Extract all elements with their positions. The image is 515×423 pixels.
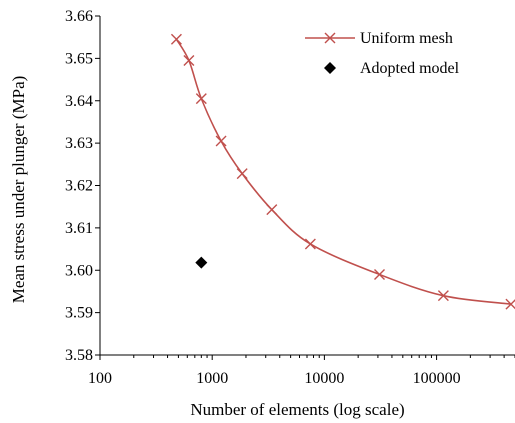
x-tick-label: 100000 <box>413 370 461 387</box>
data-point-adopted-model <box>195 256 208 269</box>
x-marker-stroke <box>304 238 316 250</box>
data-point-uniform-mesh <box>304 238 316 250</box>
series-layer <box>170 33 515 310</box>
x-marker-stroke <box>437 290 449 302</box>
x-marker-stroke <box>195 93 207 105</box>
data-point-uniform-mesh <box>437 290 449 302</box>
y-tick-label: 3.59 <box>65 305 93 322</box>
x-tick-label: 10000 <box>304 370 344 387</box>
y-tick-label: 3.65 <box>65 50 93 67</box>
x-marker-stroke <box>505 299 515 310</box>
y-tick-label: 3.60 <box>65 262 93 279</box>
legend-marker-adopted-model <box>324 62 336 74</box>
x-marker-stroke <box>324 32 336 44</box>
legend-label-adopted-model: Adopted model <box>360 60 460 77</box>
data-point-uniform-mesh <box>183 54 195 66</box>
ticks: 3.58 3.59 3.60 3.61 3.62 3.63 3.64 3.65 3.66 100 1… <box>65 8 515 387</box>
y-tick-label: 3.66 <box>65 8 93 25</box>
data-point-uniform-mesh <box>374 268 386 280</box>
x-marker-stroke <box>183 54 195 66</box>
legend-marker-uniform-mesh <box>324 32 336 44</box>
data-point-uniform-mesh <box>236 168 248 180</box>
x-marker-stroke <box>170 33 182 45</box>
y-axis-title: Mean stress under plunger (MPa) <box>9 76 28 304</box>
legend: Uniform mesh Adopted model <box>305 30 460 77</box>
x-axis-title: Number of elements (log scale) <box>190 400 404 419</box>
y-tick-label: 3.64 <box>65 93 93 110</box>
y-tick-label: 3.62 <box>65 178 93 195</box>
data-point-uniform-mesh <box>215 135 227 147</box>
y-tick-label: 3.61 <box>65 220 93 237</box>
x-marker-stroke <box>266 204 278 216</box>
x-tick-label: 100 <box>88 370 112 387</box>
y-tick-label: 3.58 <box>65 347 93 364</box>
series-line-uniform-mesh <box>175 38 512 305</box>
data-point-uniform-mesh <box>266 204 278 216</box>
legend-label-uniform-mesh: Uniform mesh <box>360 30 453 47</box>
x-marker-stroke <box>215 135 227 147</box>
data-point-uniform-mesh <box>505 298 515 310</box>
x-marker-stroke <box>374 268 386 280</box>
x-tick-label: 1000 <box>196 370 228 387</box>
x-marker-stroke <box>236 168 248 180</box>
data-point-uniform-mesh <box>170 33 182 45</box>
data-point-uniform-mesh <box>195 93 207 105</box>
y-tick-label: 3.63 <box>65 135 93 152</box>
